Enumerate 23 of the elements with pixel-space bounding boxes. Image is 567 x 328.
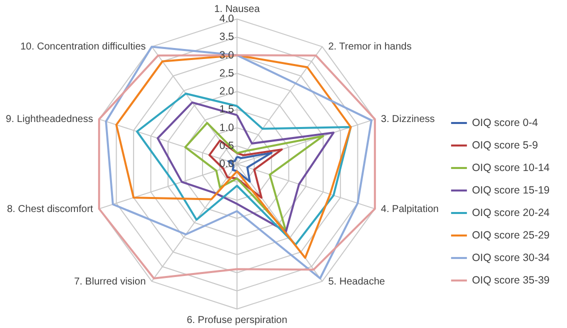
y-tick-label: 3.5 bbox=[219, 31, 234, 44]
spoke-label: 6. Profuse perspiration bbox=[186, 315, 288, 326]
y-tick-label: 2.0 bbox=[219, 86, 234, 98]
legend-label: OIQ score 35-39 bbox=[472, 274, 550, 286]
spoke-label: 10. Concentration difficulties bbox=[20, 42, 146, 53]
spoke-label: 4. Palpitation bbox=[380, 204, 439, 215]
spoke-label: 1. Nausea bbox=[214, 4, 260, 15]
legend-label: OIQ score 0-4 bbox=[472, 117, 538, 129]
spoke-label: 9. Lightheadedness bbox=[6, 114, 94, 126]
legend-label: OIQ score 30-34 bbox=[472, 252, 550, 264]
legend-label: OIQ score 15-19 bbox=[472, 184, 550, 196]
legend-label: OIQ score 25-29 bbox=[472, 230, 550, 242]
legend-label: OIQ score 20-24 bbox=[472, 207, 550, 219]
y-tick-label: 1.0 bbox=[219, 122, 234, 134]
legend-label: OIQ score 5-9 bbox=[472, 140, 538, 152]
y-tick-label: 4.0 bbox=[219, 13, 234, 25]
spoke-label: 8. Chest discomfort bbox=[6, 204, 94, 215]
spoke-label: 3. Dizziness bbox=[380, 114, 435, 126]
legend-label: OIQ score 10-14 bbox=[472, 162, 550, 174]
spoke-label: 2. Tremor in hands bbox=[328, 42, 412, 53]
spoke-label: 7. Blurred vision bbox=[74, 276, 146, 288]
y-tick-label: 2.5 bbox=[219, 67, 234, 80]
spoke-label: 5. Headache bbox=[328, 276, 386, 288]
